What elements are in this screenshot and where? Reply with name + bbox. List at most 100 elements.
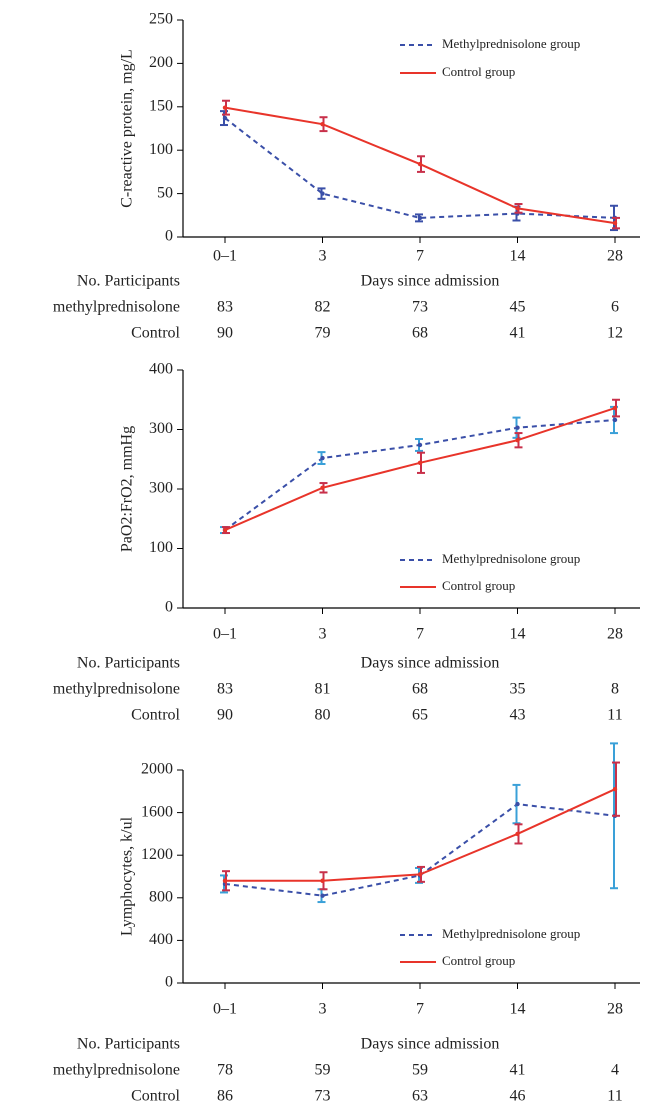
x-tick-label: 0–1 bbox=[213, 1001, 237, 1018]
point bbox=[320, 455, 325, 461]
table-cell: 73 bbox=[315, 1088, 331, 1105]
table-cell: 41 bbox=[510, 1062, 526, 1079]
x-tick-label: 28 bbox=[607, 1001, 623, 1018]
table-cell: 12 bbox=[607, 325, 623, 342]
legend-label: Methylprednisolone group bbox=[442, 926, 580, 941]
y-tick-label: 400 bbox=[149, 931, 173, 948]
point bbox=[320, 893, 325, 898]
x-tick-label: 14 bbox=[510, 626, 526, 643]
table-row-label: Control bbox=[131, 1088, 180, 1105]
point bbox=[320, 485, 325, 491]
x-tick-label: 28 bbox=[607, 248, 623, 265]
x-tick-label: 14 bbox=[510, 248, 526, 265]
point bbox=[612, 405, 618, 411]
point bbox=[417, 442, 423, 448]
x-tick-label: 14 bbox=[510, 1001, 526, 1018]
table-cell: 11 bbox=[607, 707, 622, 724]
point bbox=[320, 121, 325, 127]
point bbox=[612, 786, 618, 792]
table-row-label: Control bbox=[131, 707, 180, 724]
point bbox=[222, 878, 228, 883]
table-cell: 35 bbox=[510, 681, 526, 698]
y-tick-label: 100 bbox=[149, 539, 173, 556]
table-cell: 68 bbox=[412, 325, 428, 342]
y-tick-label: 50 bbox=[157, 184, 173, 201]
point bbox=[417, 872, 423, 877]
table-cell: 78 bbox=[217, 1062, 233, 1079]
series-line bbox=[224, 803, 616, 897]
table-cell: 80 bbox=[315, 707, 331, 724]
point bbox=[515, 801, 520, 807]
x-tick-label: 3 bbox=[319, 626, 327, 643]
y-tick-label: 2000 bbox=[141, 761, 173, 778]
point bbox=[320, 191, 325, 196]
y-tick-label: 1600 bbox=[141, 803, 173, 820]
x-tick-label: 3 bbox=[319, 1001, 327, 1018]
point bbox=[417, 161, 423, 167]
x-tick-label: 7 bbox=[416, 1001, 424, 1018]
y-tick-label: 0 bbox=[165, 599, 173, 616]
table-cell: 73 bbox=[412, 299, 428, 316]
table-cell: 82 bbox=[315, 299, 331, 316]
table-cell: 63 bbox=[412, 1088, 428, 1105]
point bbox=[515, 425, 520, 430]
point bbox=[222, 105, 228, 110]
y-axis-label: Lymphocytes, k/ul bbox=[119, 816, 136, 936]
table-cell: 81 bbox=[315, 681, 331, 698]
legend-label: Methylprednisolone group bbox=[442, 36, 580, 51]
table-row-label: methylprednisolone bbox=[53, 1062, 180, 1079]
table-cell: 65 bbox=[412, 707, 428, 724]
point bbox=[417, 215, 423, 221]
table-cell: 83 bbox=[217, 299, 233, 316]
y-tick-label: 0 bbox=[165, 228, 173, 245]
table-row-label: methylprednisolone bbox=[53, 299, 180, 316]
table-cell: 4 bbox=[611, 1062, 619, 1079]
y-tick-label: 150 bbox=[149, 97, 173, 114]
table-cell: 45 bbox=[510, 299, 526, 316]
y-tick-label: 0 bbox=[165, 974, 173, 991]
table-cell: 86 bbox=[217, 1088, 233, 1105]
x-tick-label: 7 bbox=[416, 626, 424, 643]
x-axis-label: Days since admission bbox=[361, 273, 500, 290]
legend-label: Control group bbox=[442, 953, 515, 968]
x-tick-label: 28 bbox=[607, 626, 623, 643]
point bbox=[515, 438, 520, 443]
x-tick-label: 7 bbox=[416, 248, 424, 265]
point bbox=[417, 460, 423, 466]
x-tick-label: 0–1 bbox=[213, 248, 237, 265]
table-cell: 11 bbox=[607, 1088, 622, 1105]
legend-label: Methylprednisolone group bbox=[442, 551, 580, 566]
x-tick-label: 0–1 bbox=[213, 626, 237, 643]
table-cell: 46 bbox=[510, 1088, 526, 1105]
table-cell: 41 bbox=[510, 325, 526, 342]
y-axis-label: PaO2:FrO2, mmHg bbox=[119, 426, 136, 552]
point bbox=[612, 417, 618, 423]
series-line bbox=[224, 117, 616, 219]
table-cell: 90 bbox=[217, 325, 233, 342]
legend-label: Control group bbox=[442, 578, 515, 593]
table-header: No. Participants bbox=[77, 655, 180, 672]
y-tick-label: 250 bbox=[149, 11, 173, 28]
point bbox=[612, 220, 618, 226]
x-axis-label: Days since admission bbox=[361, 655, 500, 672]
y-tick-label: 100 bbox=[149, 141, 173, 158]
table-row-label: Control bbox=[131, 325, 180, 342]
table-cell: 59 bbox=[315, 1062, 331, 1079]
point bbox=[222, 527, 228, 533]
point bbox=[222, 115, 228, 121]
table-header: No. Participants bbox=[77, 273, 180, 290]
table-cell: 68 bbox=[412, 681, 428, 698]
y-tick-label: 300 bbox=[149, 420, 173, 437]
point bbox=[515, 206, 520, 211]
y-tick-label: 800 bbox=[149, 888, 173, 905]
table-header: No. Participants bbox=[77, 1036, 180, 1053]
y-tick-label: 300 bbox=[149, 480, 173, 497]
point bbox=[320, 878, 325, 883]
x-axis-label: Days since admission bbox=[361, 1036, 500, 1053]
point bbox=[515, 831, 520, 837]
table-cell: 59 bbox=[412, 1062, 428, 1079]
series-line bbox=[224, 418, 616, 531]
table-cell: 90 bbox=[217, 707, 233, 724]
